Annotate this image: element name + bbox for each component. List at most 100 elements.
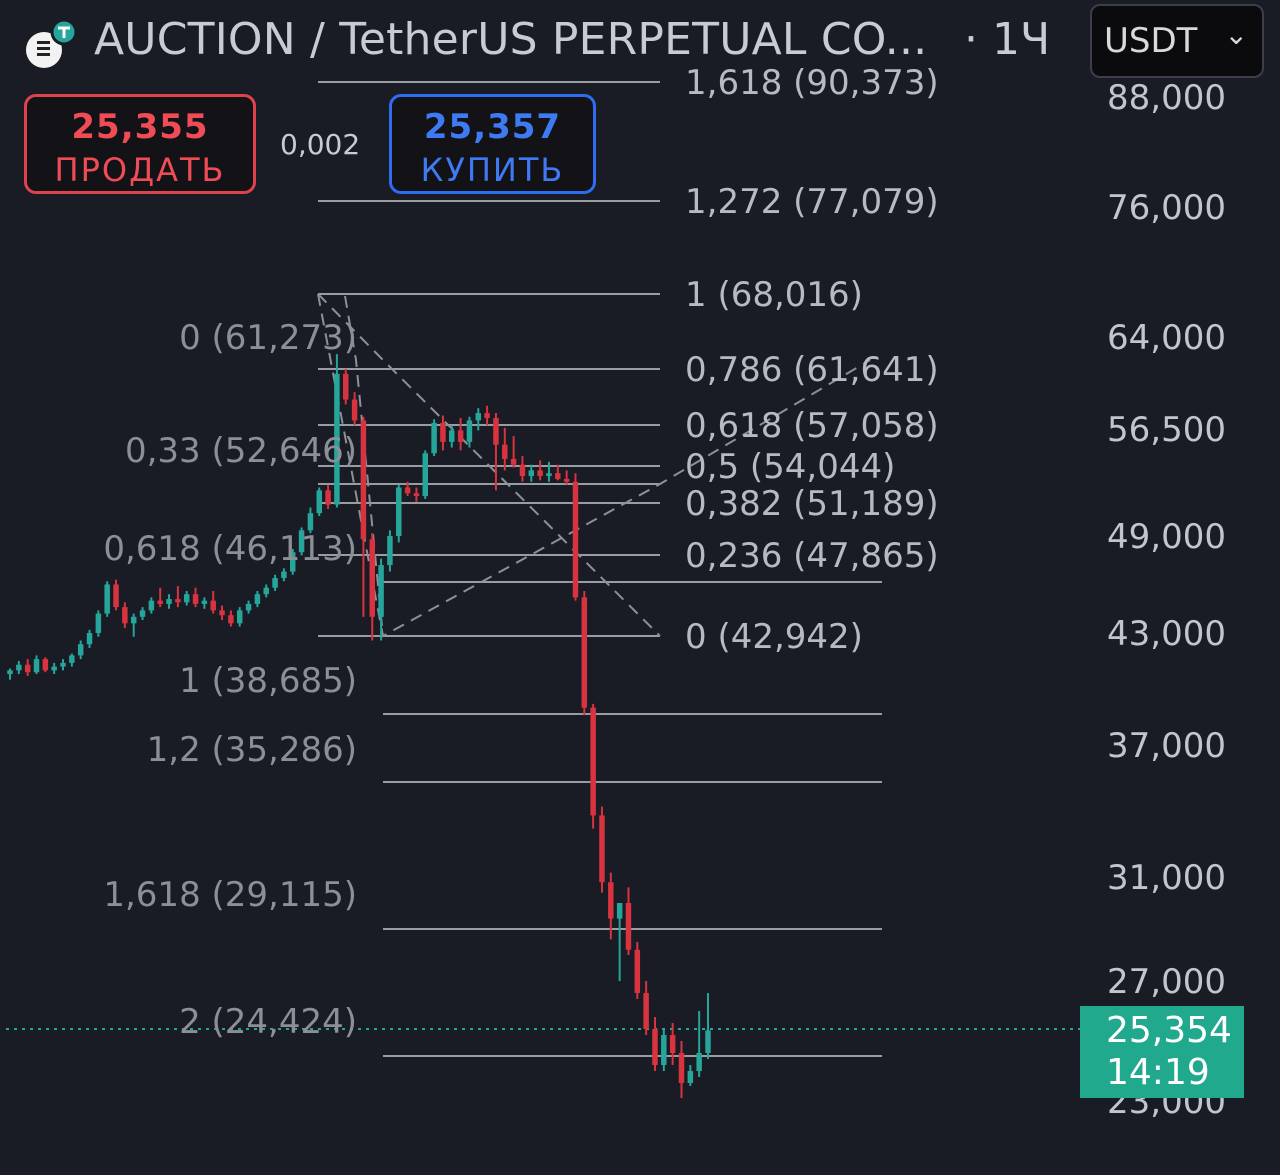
candle-body bbox=[192, 594, 199, 604]
price-axis: 88,000 76,000 64,000 56,500 49,000 43,000 37,0… bbox=[1107, 78, 1226, 1122]
buy-button[interactable]: 25,357 КУПИТЬ bbox=[389, 94, 596, 194]
auction-coin-icon[interactable] bbox=[24, 18, 80, 74]
buy-label: КУПИТЬ bbox=[420, 151, 565, 189]
candle-body bbox=[387, 536, 393, 566]
candle-body bbox=[643, 993, 649, 1029]
fib-right-label: 0,5 (54,044) bbox=[685, 447, 895, 487]
candle-body bbox=[705, 1030, 711, 1053]
price-axis-tick: 37,000 bbox=[1107, 726, 1226, 766]
candle-body bbox=[599, 815, 605, 883]
candle-body bbox=[157, 600, 163, 604]
candle-body bbox=[7, 670, 13, 675]
candle-body bbox=[696, 1053, 702, 1071]
candle-body bbox=[219, 610, 225, 616]
price-axis-tick: 43,000 bbox=[1107, 614, 1226, 654]
candle-body bbox=[42, 659, 49, 671]
fib-right-label: 0,236 (47,865) bbox=[685, 536, 939, 576]
candle-body bbox=[378, 565, 384, 617]
candle-body bbox=[281, 571, 287, 579]
candle-body bbox=[263, 587, 269, 595]
candle-body bbox=[210, 600, 216, 611]
chart-header: AUCTION / TetherUS PERPETUAL CO... · 1Ч … bbox=[0, 0, 1280, 90]
currency-select[interactable]: USDT ⌄ bbox=[1090, 4, 1264, 78]
candle-body bbox=[51, 666, 57, 671]
candle-body bbox=[130, 616, 137, 624]
candle-body bbox=[86, 633, 93, 645]
candle-body bbox=[625, 903, 632, 950]
candle-body bbox=[289, 552, 296, 572]
fib-labels: 1,618 (90,373) 1,272 (77,079) 1 (68,016) 0,… bbox=[103, 63, 938, 1042]
candle-body bbox=[33, 659, 40, 673]
fib-dashed-path bbox=[317, 293, 661, 637]
symbol-title[interactable]: AUCTION / TetherUS PERPETUAL CO... bbox=[94, 14, 928, 65]
candle-body bbox=[69, 655, 75, 663]
fib-right-label: 0,382 (51,189) bbox=[685, 484, 939, 524]
candle-body bbox=[528, 470, 535, 477]
candle-body bbox=[113, 584, 119, 608]
candle-body bbox=[413, 493, 420, 497]
fib-left-label: 2 (24,424) bbox=[179, 1002, 357, 1042]
candle-body bbox=[563, 478, 570, 482]
candle-body bbox=[166, 599, 172, 604]
fib-dashed-path bbox=[317, 293, 871, 638]
candle-body bbox=[360, 420, 367, 540]
candle-body bbox=[572, 481, 579, 598]
candle-body bbox=[608, 882, 614, 919]
fib-right-label: 0 (42,942) bbox=[685, 617, 863, 657]
sell-price: 25,355 bbox=[71, 107, 209, 147]
candle-body bbox=[201, 600, 208, 604]
interval-label[interactable]: · 1Ч bbox=[964, 14, 1051, 65]
candle-body bbox=[634, 949, 641, 993]
candles bbox=[7, 354, 711, 1098]
candle-body bbox=[16, 664, 22, 671]
price-axis-tick: 64,000 bbox=[1107, 318, 1226, 358]
price-axis-tick: 27,000 bbox=[1107, 962, 1226, 1002]
price-axis-tick: 31,000 bbox=[1107, 858, 1226, 898]
candle-body bbox=[484, 413, 490, 418]
candle-body bbox=[440, 422, 446, 442]
candle-body bbox=[139, 610, 146, 617]
current-price-value: 25,354 bbox=[1106, 1010, 1232, 1051]
candle-body bbox=[652, 1029, 658, 1065]
spread-value: 0,002 bbox=[280, 128, 361, 161]
candle-body bbox=[422, 453, 429, 497]
candle-body bbox=[369, 539, 375, 617]
candle-body bbox=[245, 603, 252, 611]
price-axis-tick: 76,000 bbox=[1107, 188, 1226, 228]
candle-body bbox=[457, 430, 464, 442]
candle-body bbox=[148, 600, 155, 611]
candle-body bbox=[77, 644, 84, 656]
candle-body bbox=[466, 420, 473, 442]
fib-right-label: 1,618 (90,373) bbox=[685, 63, 939, 103]
candle-body bbox=[669, 1035, 676, 1053]
price-axis-tick: 49,000 bbox=[1107, 517, 1226, 557]
price-axis-tick: 88,000 bbox=[1107, 78, 1226, 118]
fib-right-label: 1,272 (77,079) bbox=[685, 182, 939, 222]
sell-label: ПРОДАТЬ bbox=[54, 151, 226, 189]
candle-body bbox=[316, 490, 322, 514]
candle-body bbox=[616, 903, 623, 919]
candle-body bbox=[555, 473, 561, 479]
candle-body bbox=[334, 373, 340, 505]
candle-body bbox=[60, 662, 66, 667]
candle-body bbox=[183, 594, 190, 603]
chevron-down-icon: ⌄ bbox=[1224, 18, 1248, 51]
candle-body bbox=[254, 594, 261, 604]
candle-body bbox=[546, 473, 552, 477]
sell-button[interactable]: 25,355 ПРОДАТЬ bbox=[24, 94, 256, 194]
currency-value: USDT bbox=[1104, 21, 1198, 61]
candle-body bbox=[24, 664, 31, 673]
candle-body bbox=[502, 444, 508, 459]
candle-body bbox=[95, 613, 102, 633]
fib-lines bbox=[6, 81, 1080, 1057]
fib-left-label: 1,618 (29,115) bbox=[103, 875, 357, 915]
candle-body bbox=[449, 430, 455, 442]
candle-countdown: 14:19 bbox=[1106, 1052, 1210, 1093]
fib-right-label: 0,618 (57,058) bbox=[685, 406, 939, 446]
candle-body bbox=[519, 464, 526, 477]
candle-body bbox=[431, 422, 437, 454]
fib-left-label: 0,33 (52,646) bbox=[125, 431, 357, 471]
candle-body bbox=[590, 707, 596, 816]
candle-body bbox=[475, 413, 482, 421]
